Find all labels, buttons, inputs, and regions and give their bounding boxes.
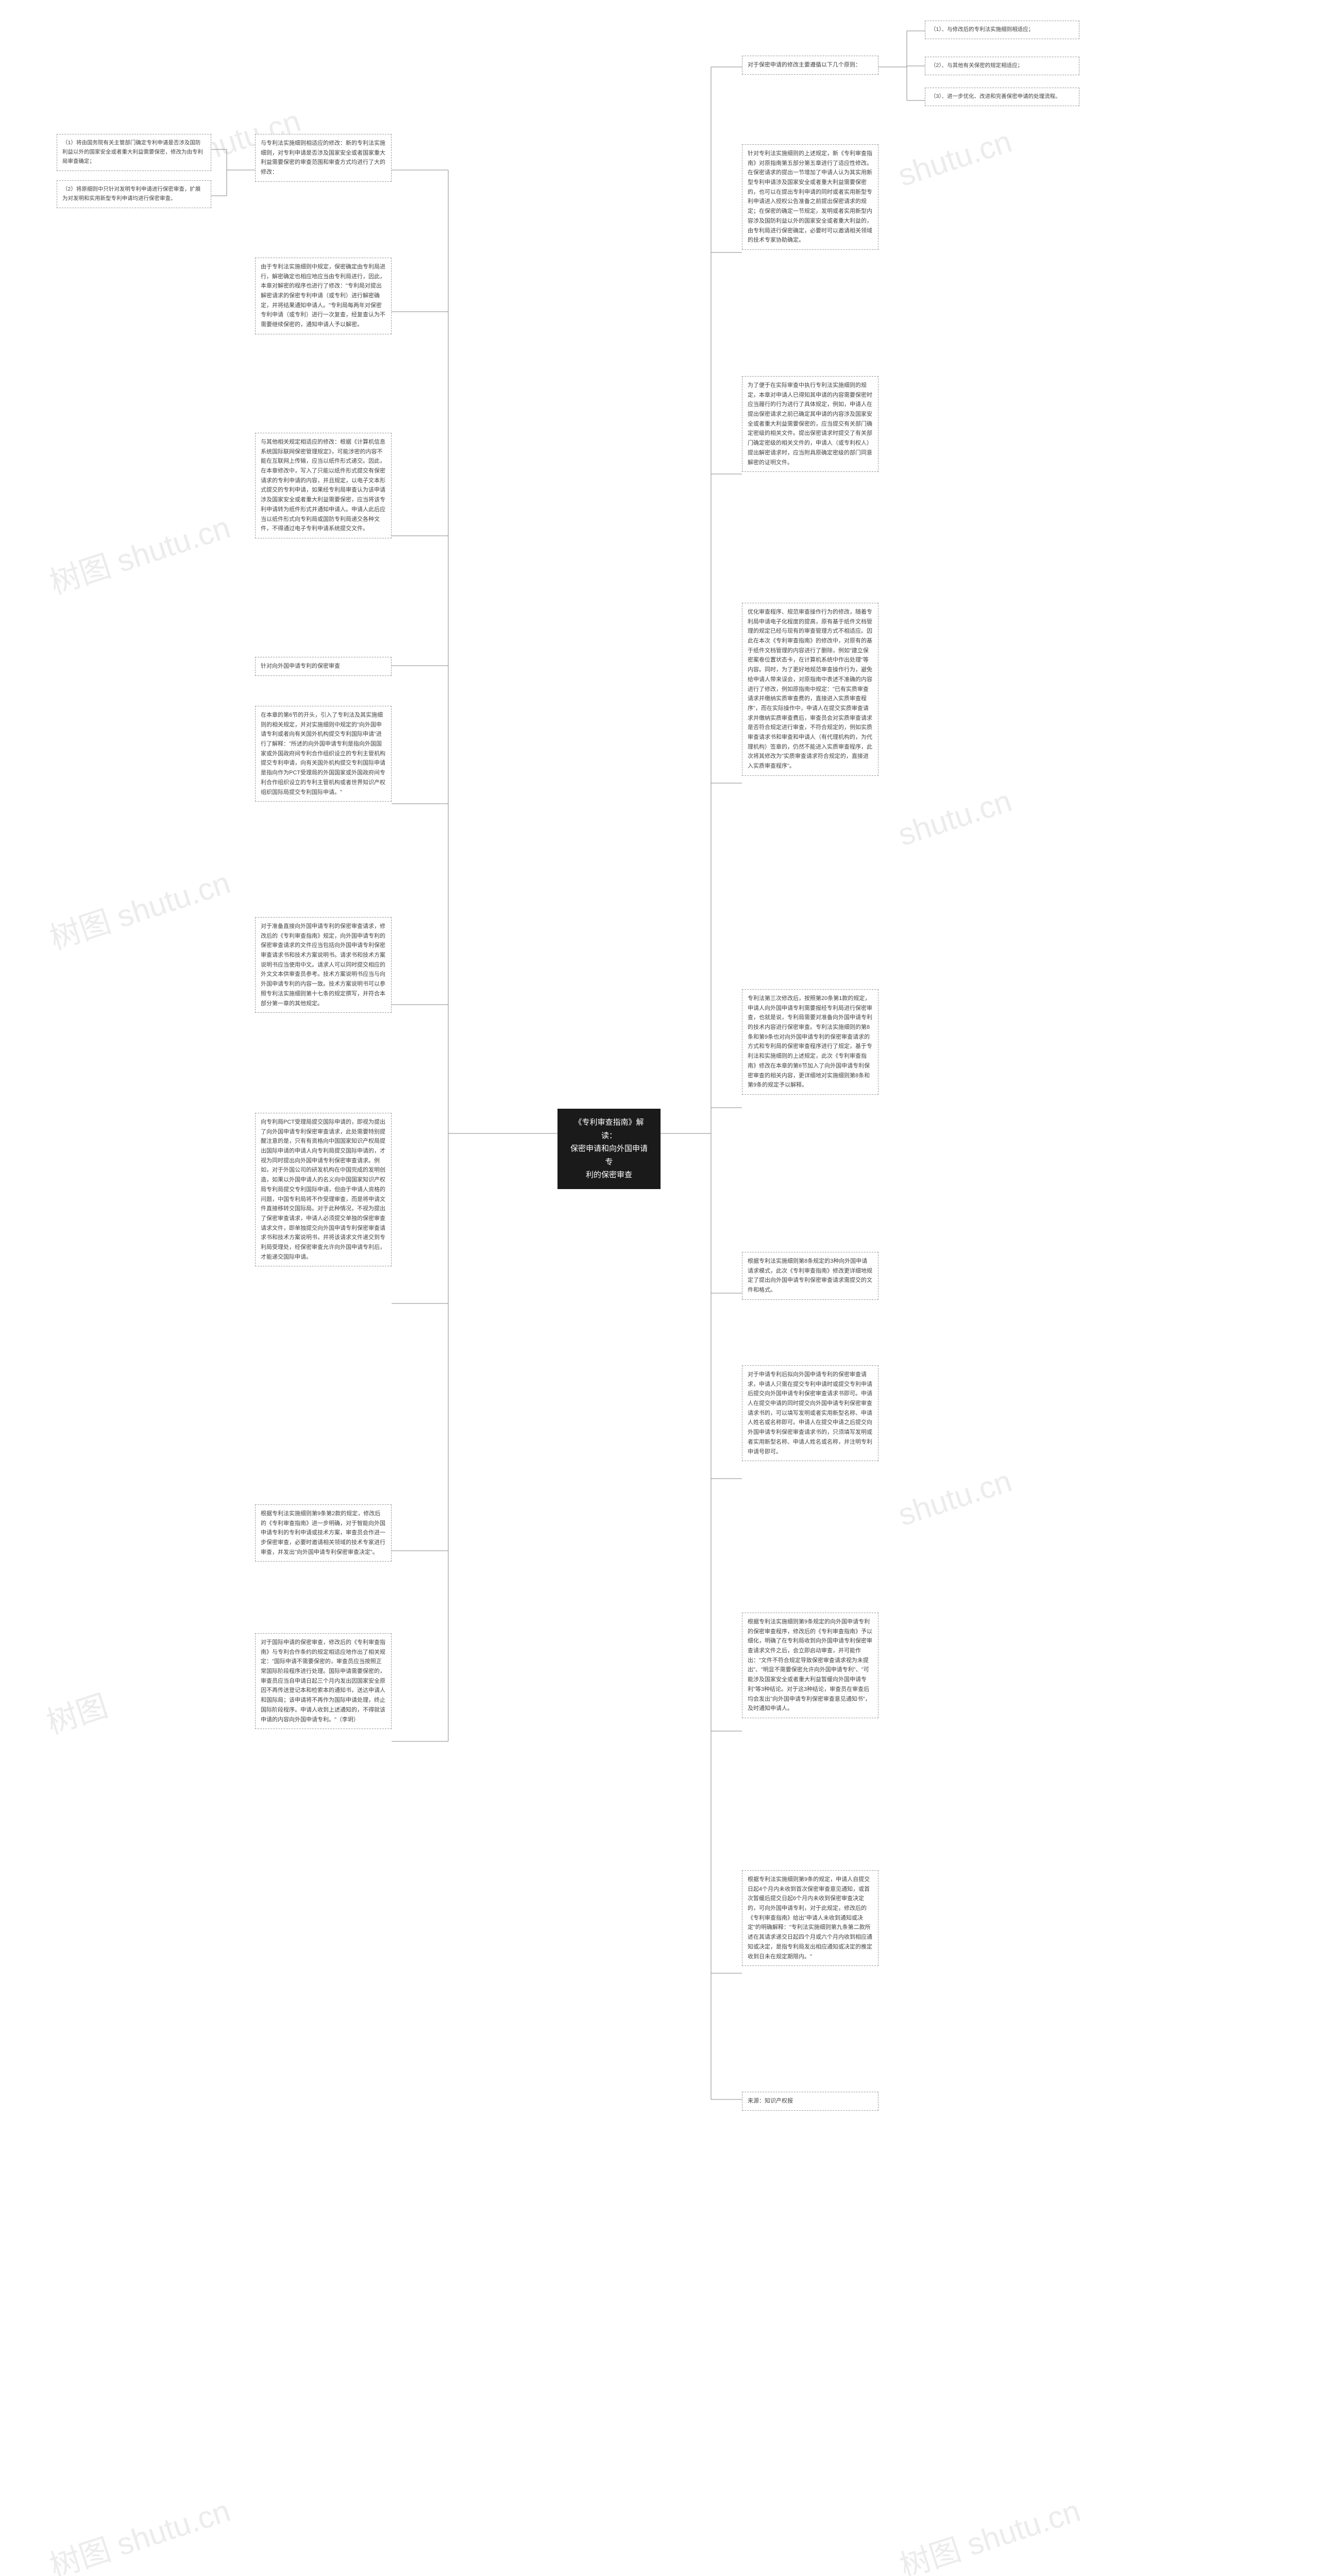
node-l1b: （2）将原细则中只针对发明专利申请进行保密审查，扩展为对发明和实用新型专利申请均…	[57, 180, 211, 208]
node-r8: 根据专利法实施细则第9条的规定，申请人自提交日起4个月内未收到首次保密审查意见通…	[742, 1870, 878, 1966]
node-r1: 针对专利法实施细则的上述规定，新《专利审查指南》对原指南第五部分第五章进行了适应…	[742, 144, 878, 250]
node-l1a: （1）将由国务院有关主管部门确定专利申请是否涉及国防利益以外的国家安全或者重大利…	[57, 134, 211, 171]
node-r3: 优化审查程序、规范审查操作行为的修改，随着专利局申请电子化程度的提高，原有基于纸…	[742, 603, 878, 776]
node-r7: 根据专利法实施细则第9条规定的向外国申请专利的保密审查程序，修改后的《专利审查指…	[742, 1613, 878, 1718]
node-r0c: （3）、进一步优化、改进和完善保密申请的处理流程。	[925, 88, 1079, 106]
connectors	[0, 0, 1319, 2576]
node-r0b: （2）、与其他有关保密的规定相适应；	[925, 57, 1079, 75]
node-r5: 根据专利法实施细则第8条规定的3种向外国申请请求模式，此次《专利审查指南》修改更…	[742, 1252, 878, 1300]
node-r0: 对于保密申请的修改主要遵循以下几个原则：	[742, 56, 878, 75]
node-r2: 为了便于在实际审查中执行专利法实施细则的规定，本章对申请人已得知其申请的内容需要…	[742, 376, 878, 472]
node-l2: 与专利法实施细则相适应的修改：新的专利法实施细则，对专利申请是否涉及国家安全或者…	[255, 134, 392, 182]
watermark: 树图 shutu.cn	[43, 503, 236, 608]
watermark: shutu.cn	[892, 117, 1018, 200]
watermark: 树图 shutu.cn	[893, 2486, 1087, 2576]
mindmap-canvas: shutu.cn 树图 shutu.cn 树图 shutu.cn 树图 shut…	[0, 0, 1319, 2576]
node-l7: 对于准备直接向外国申请专利的保密审查请求，修改后的《专利审查指南》规定，向外国申…	[255, 917, 392, 1013]
watermark: 树图 shutu.cn	[43, 858, 236, 963]
node-l5: 针对向外国申请专利的保密审查	[255, 657, 392, 676]
node-l3: 由于专利法实施细则中规定，保密确定由专利局进行，解密确定也相应地应当由专利局进行…	[255, 258, 392, 334]
node-l4: 与其他相关规定相适应的修改：根据《计算机信息系统国际联网保密管理规定》，可能涉密…	[255, 433, 392, 538]
node-l10: 对于国际申请的保密审查，修改后的《专利审查指南》与专利合作条约的规定相适应地作出…	[255, 1633, 392, 1729]
center-title: 《专利审查指南》解读： 保密申请和向外国申请专 利的保密审查	[557, 1109, 661, 1189]
node-l6: 在本章的第6节的开头，引入了专利法及其实施细则的相关规定，并对实施细则中规定的"…	[255, 706, 392, 802]
watermark: 树图 shutu.cn	[43, 2486, 236, 2576]
watermark: 树图	[40, 1682, 114, 1748]
node-r0a: （1）、与修改后的专利法实施细则相适应；	[925, 21, 1079, 39]
node-r9: 来源：知识产权报	[742, 2092, 878, 2111]
watermark: shutu.cn	[892, 776, 1018, 859]
node-r6: 对于申请专利后拟向外国申请专利的保密审查请求，申请人只需在提交专利申请时或提交专…	[742, 1365, 878, 1461]
node-l8: 向专利局PCT受理局提交国际申请的，即视为提出了向外国申请专利保密审查请求，此处…	[255, 1113, 392, 1266]
watermark: shutu.cn	[892, 1456, 1018, 1539]
node-r4: 专利法第三次修改后，按照第20条第1款的规定，申请人向外国申请专利需要报经专利局…	[742, 989, 878, 1095]
node-l9: 根据专利法实施细则第9条第2款的规定，修改后的《专利审查指南》进一步明确，对于智…	[255, 1504, 392, 1562]
